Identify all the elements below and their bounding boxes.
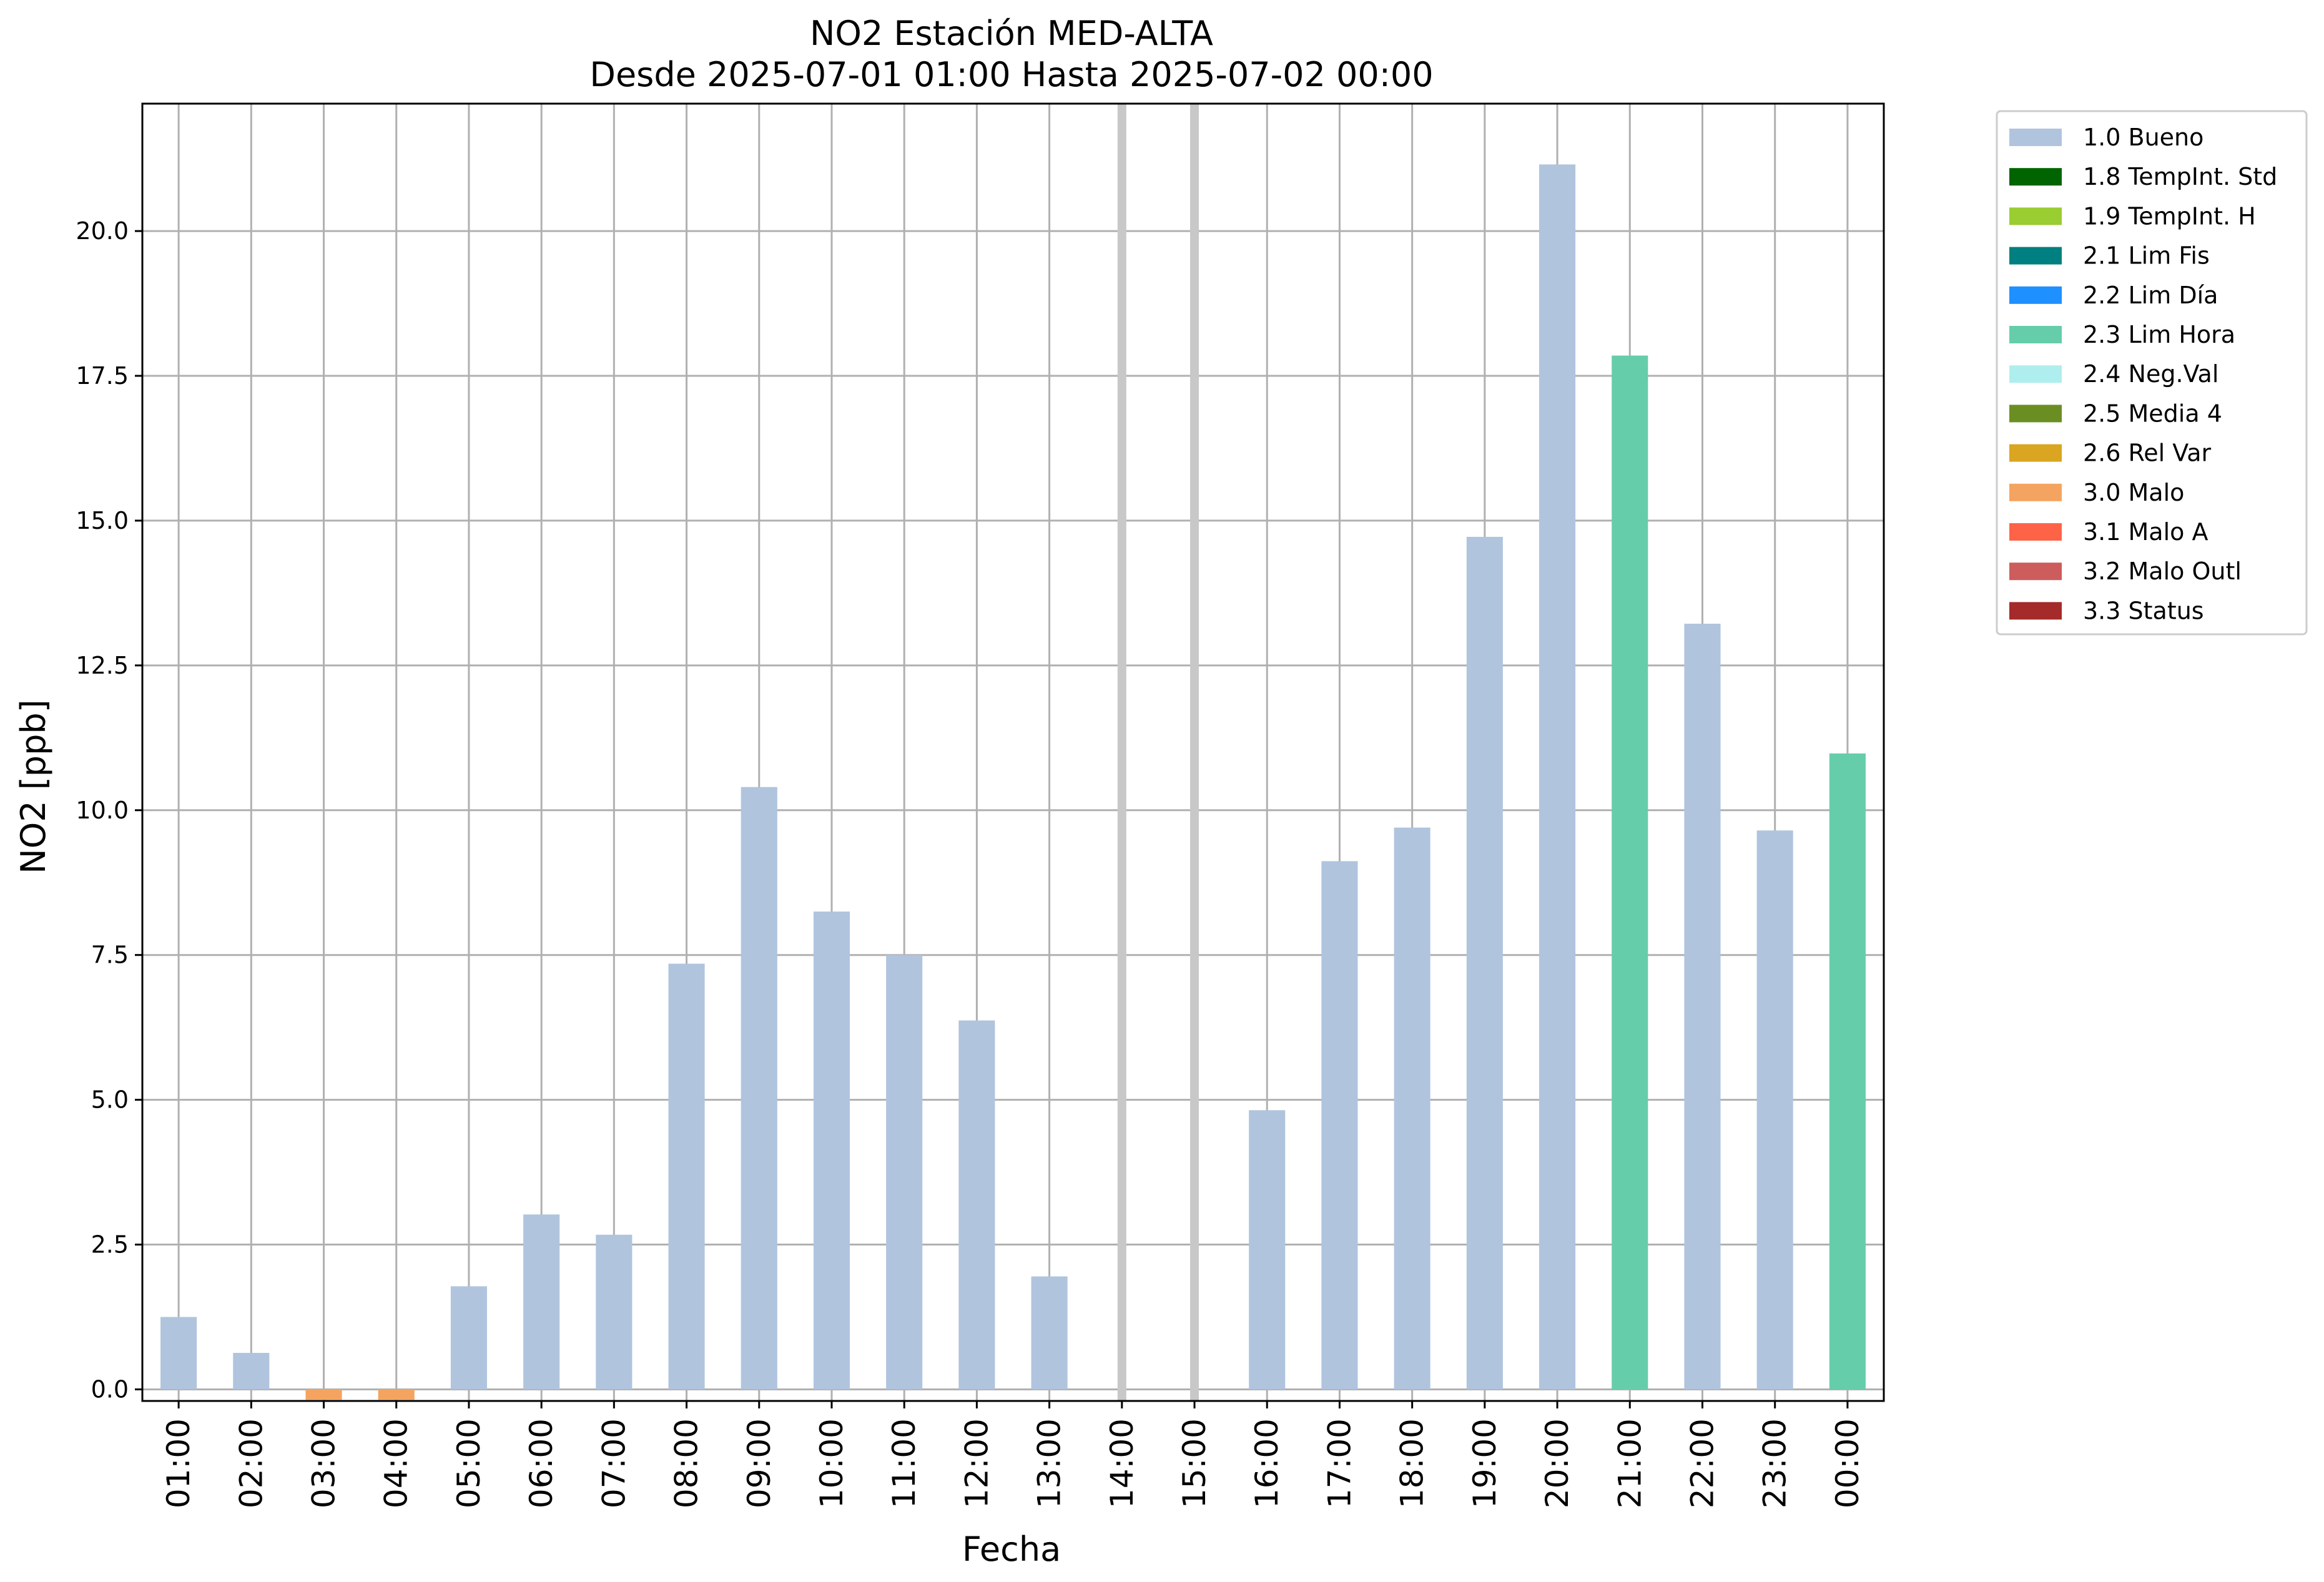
x-tick-label: 03:00 [306, 1418, 342, 1508]
bar [741, 787, 777, 1390]
bar [305, 1389, 342, 1400]
legend-swatch [2009, 444, 2062, 462]
legend-items: 1.0 Bueno 1.8 TempInt. Std 1.9 TempInt. H 2… [2009, 124, 2277, 624]
y-tick-label: 20.0 [76, 217, 129, 245]
y-tick-label: 5.0 [91, 1086, 129, 1114]
bar [1249, 1110, 1286, 1390]
legend-swatch [2009, 247, 2062, 265]
legend-swatch [2009, 365, 2062, 383]
x-tick-label: 04:00 [378, 1418, 415, 1508]
x-tick-label: 11:00 [886, 1418, 922, 1508]
bar [1829, 753, 1866, 1390]
y-tick-label: 12.5 [76, 652, 129, 679]
legend-swatch [2009, 523, 2062, 541]
x-tick-label: 06:00 [523, 1418, 559, 1508]
bar [813, 911, 850, 1390]
legend-swatch [2009, 483, 2062, 501]
legend-swatch [2009, 326, 2062, 343]
legend-swatch [2009, 563, 2062, 581]
legend-label: 1.9 TempInt. H [2083, 202, 2256, 230]
bar [523, 1214, 560, 1390]
x-tick-label: 19:00 [1467, 1418, 1503, 1508]
bar [1394, 827, 1430, 1390]
legend-box [1996, 110, 2308, 636]
x-tick-label: 08:00 [669, 1418, 705, 1508]
bar [596, 1234, 633, 1390]
legend-swatch [2009, 405, 2062, 423]
bar [1756, 830, 1793, 1390]
bar [1031, 1276, 1068, 1390]
bar [450, 1286, 487, 1390]
x-tick-label: 16:00 [1249, 1418, 1285, 1508]
y-tick-label: 2.5 [91, 1231, 129, 1259]
y-tick-label: 7.5 [91, 941, 129, 969]
bar [1684, 624, 1721, 1390]
bar [668, 963, 705, 1390]
x-tick-label: 07:00 [596, 1418, 632, 1508]
y-tick-label: 0.0 [91, 1375, 129, 1403]
bar [1539, 164, 1576, 1390]
x-tick-label: 00:00 [1829, 1418, 1866, 1508]
y-axis-ticks: 0.0 2.5 5.0 7.5 10.0 12.5 15.0 17.5 20.0 [76, 217, 142, 1403]
legend-label: 3.2 Malo Outl [2083, 558, 2242, 585]
y-tick-label: 17.5 [76, 362, 129, 390]
x-tick-label: 17:00 [1321, 1418, 1357, 1508]
x-axis-label: Fecha [962, 1530, 1061, 1569]
legend-label: 3.3 Status [2083, 597, 2204, 624]
x-tick-label: 14:00 [1104, 1418, 1140, 1508]
bar [1466, 536, 1503, 1390]
x-tick-label: 15:00 [1176, 1418, 1213, 1508]
x-tick-label: 22:00 [1684, 1418, 1720, 1508]
x-tick-label: 09:00 [741, 1418, 777, 1508]
legend-label: 2.5 Media 4 [2083, 400, 2222, 427]
legend-label: 2.3 Lim Hora [2083, 321, 2235, 348]
y-axis-label: NO2 [ppb] [14, 699, 53, 873]
bar [233, 1353, 270, 1390]
chart-title-line2: Desde 2025-07-01 01:00 Hasta 2025-07-02 … [589, 55, 1433, 94]
legend-label: 2.2 Lim Día [2083, 282, 2218, 309]
legend-label: 3.1 Malo A [2083, 518, 2208, 546]
plot-area-frame [141, 102, 1885, 1402]
missing-data-markers [1117, 104, 1199, 1401]
x-tick-label: 01:00 [160, 1418, 197, 1508]
bar [1612, 355, 1648, 1390]
legend-label: 1.8 TempInt. Std [2083, 163, 2277, 190]
legend-swatch [2009, 286, 2062, 304]
legend: 1.0 Bueno 1.8 TempInt. Std 1.9 TempInt. H 2… [1996, 110, 2308, 636]
x-tick-label: 18:00 [1394, 1418, 1430, 1508]
y-tick-label: 15.0 [76, 507, 129, 534]
x-tick-label: 05:00 [451, 1418, 487, 1508]
legend-label: 2.4 Neg.Val [2083, 360, 2218, 388]
bar [1321, 861, 1358, 1390]
legend-swatch [2009, 602, 2062, 620]
x-tick-label: 12:00 [958, 1418, 995, 1508]
bar [958, 1020, 995, 1390]
legend-label: 2.6 Rel Var [2083, 440, 2212, 467]
bar [886, 955, 923, 1390]
legend-swatch [2009, 168, 2062, 186]
y-tick-label: 10.0 [76, 797, 129, 824]
x-tick-label: 20:00 [1539, 1418, 1575, 1508]
missing-data-marker [1117, 104, 1126, 1401]
legend-swatch [2009, 129, 2062, 146]
legend-swatch [2009, 207, 2062, 225]
bars [160, 164, 1866, 1400]
legend-label: 1.0 Bueno [2083, 124, 2203, 151]
legend-label: 2.1 Lim Fis [2083, 242, 2210, 270]
x-tick-label: 23:00 [1757, 1418, 1793, 1508]
chart-title-line1: NO2 Estación MED-ALTA [810, 14, 1213, 53]
bar [378, 1389, 415, 1400]
missing-data-marker [1190, 104, 1199, 1401]
x-tick-label: 21:00 [1612, 1418, 1648, 1508]
x-tick-label: 10:00 [814, 1418, 850, 1508]
x-tick-label: 13:00 [1032, 1418, 1068, 1508]
x-tick-label: 02:00 [233, 1418, 269, 1508]
legend-label: 3.0 Malo [2083, 479, 2184, 506]
bar [160, 1317, 197, 1390]
x-axis-ticks: 01:00 02:00 03:00 04:00 05:00 06:00 07:00 08:00… [160, 1401, 1866, 1508]
